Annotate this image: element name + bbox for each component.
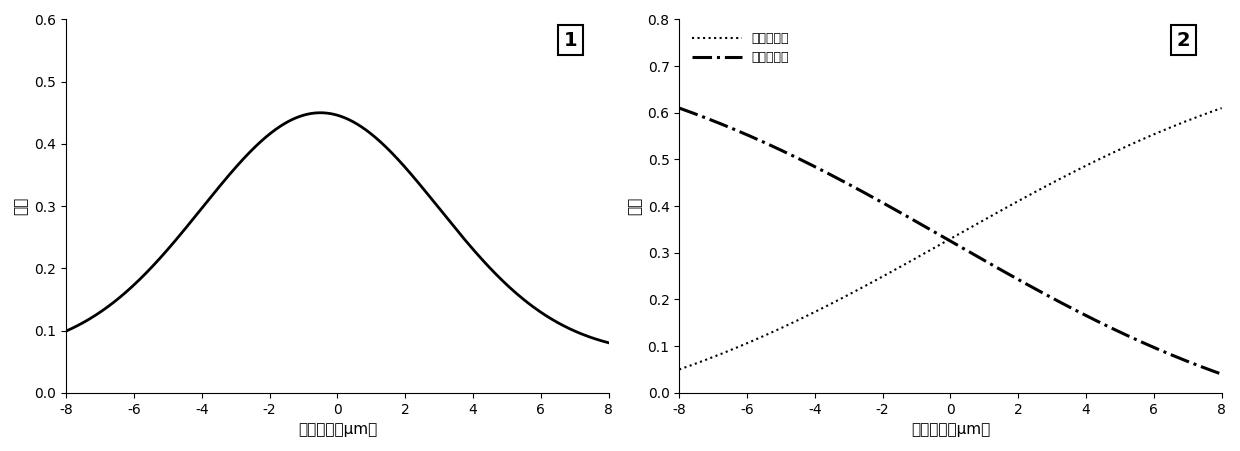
顺时针光路: [1105, 151, 1120, 156]
Y-axis label: 概率: 概率: [14, 197, 29, 215]
顺时针光路: [910, 254, 925, 260]
Legend: 顺时针光路, 逆时针光路: 顺时针光路, 逆时针光路: [686, 26, 796, 70]
逆时针光路: [1095, 321, 1110, 326]
顺时针光路: [727, 346, 742, 351]
Y-axis label: 概率: 概率: [627, 197, 642, 215]
顺时针光路: [1044, 180, 1059, 186]
逆时针光路: [727, 127, 742, 132]
X-axis label: 偏移距离（μm）: 偏移距离（μm）: [911, 422, 990, 437]
Text: 1: 1: [564, 31, 578, 50]
逆时针光路: [672, 106, 687, 111]
Text: 2: 2: [1177, 31, 1190, 50]
逆时针光路: [892, 209, 906, 214]
逆时针光路: [1105, 326, 1120, 331]
顺时针光路: [672, 367, 687, 372]
逆时针光路: [1044, 295, 1059, 300]
顺时针光路: [892, 265, 906, 271]
X-axis label: 偏移距离（μm）: 偏移距离（μm）: [298, 422, 377, 437]
顺时针光路: [1214, 106, 1229, 111]
逆时针光路: [910, 220, 925, 226]
顺时针光路: [1095, 155, 1110, 161]
逆时针光路: [1214, 372, 1229, 377]
Line: 逆时针光路: 逆时针光路: [680, 108, 1221, 374]
Line: 顺时针光路: 顺时针光路: [680, 108, 1221, 369]
